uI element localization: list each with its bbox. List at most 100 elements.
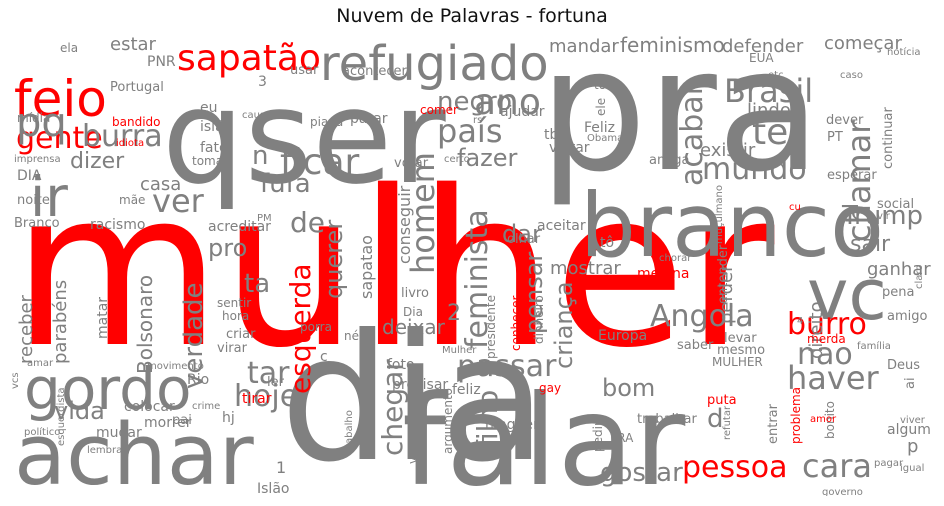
word-mulher: Mulher — [442, 345, 477, 356]
word-morrer: morrer — [144, 415, 192, 431]
word-homem: homem — [404, 152, 442, 274]
word-acontecer: acontecer — [342, 64, 408, 79]
word-caso: caso — [840, 70, 863, 81]
word-tb: tb — [544, 127, 558, 143]
word-mae: mãe — [119, 193, 145, 207]
word-pensar: pensar — [520, 252, 548, 334]
word-cloud: mulher pra dia qser falar branco achar vc gordo i… — [12, 34, 932, 496]
word-de: de — [290, 206, 325, 239]
word-fato: fato — [200, 140, 228, 156]
word-mesmo: mesmo — [717, 343, 765, 358]
word-falar: falar — [402, 369, 686, 496]
word-deus: Deus — [887, 358, 920, 373]
word-ne: né — [344, 329, 359, 343]
word-trump: Trump — [841, 201, 923, 231]
word-tar: tar — [247, 356, 290, 391]
word-saber: saber — [677, 338, 714, 353]
word-criar: criar — [226, 327, 256, 342]
word-europa: Europa — [598, 328, 647, 344]
word-lindo: lindo — [747, 100, 791, 121]
word-portugal: Portugal — [110, 80, 164, 95]
word-brasil: Brasil — [724, 72, 813, 110]
word-familia: família — [857, 340, 891, 352]
word-certo: certo — [444, 154, 470, 165]
word-pena: pena — [882, 285, 914, 300]
word-mundo: mundo — [702, 152, 807, 187]
word-rio: Rio — [187, 372, 209, 388]
word-etc: etc — [768, 70, 784, 81]
word-pai: pai — [172, 413, 192, 428]
word-acreditar: acreditar — [208, 219, 271, 235]
word-idiota: idiota — [116, 138, 144, 149]
word-gordo: gordo — [24, 355, 191, 423]
word-votar: votar — [394, 156, 429, 171]
word-estar: estar — [110, 34, 157, 55]
word-sair: sair — [850, 232, 891, 257]
word-querer: querer — [320, 220, 348, 299]
word-lembrar: lembrar — [87, 445, 127, 456]
word-achar: achar — [14, 406, 254, 496]
word-islao: Islão — [257, 481, 289, 496]
word-acabar: acabar — [675, 82, 710, 186]
word-feio: feio — [14, 70, 107, 128]
word-claro: claro — [914, 265, 925, 289]
word-ela: ela — [60, 41, 78, 55]
word-esquerda: esquerda — [284, 263, 317, 394]
word-matar: matar — [95, 297, 111, 339]
word-tirar: tirar — [242, 391, 272, 407]
word-burra: burra — [82, 119, 163, 154]
word-noticia: notícia — [887, 46, 921, 58]
word-dizer: dizer — [70, 149, 125, 174]
word-imprensa: imprensa — [14, 154, 61, 165]
word-nao: nao — [797, 337, 853, 372]
word-dia: dia — [280, 298, 547, 496]
word-qser: qser — [162, 61, 446, 213]
word-to: tô — [600, 235, 614, 251]
word-pq: pq — [16, 100, 67, 146]
word-gente: gente — [16, 121, 103, 156]
word-gostar: gostar — [600, 458, 683, 488]
word-entender: entender — [716, 244, 731, 304]
word-continuar: continuar — [881, 107, 896, 169]
word-pagar: pagar — [874, 458, 904, 469]
word-defender: defender — [722, 36, 804, 57]
word-puta: puta — [707, 393, 737, 408]
word-conseguir: conseguir — [395, 185, 414, 264]
word-dinheiro: dinheiro — [532, 295, 546, 344]
word-vida: vida — [54, 397, 105, 425]
word-verdade: verdade — [179, 282, 209, 389]
word-igual: igual — [900, 463, 924, 474]
word-2: 2 — [447, 301, 461, 326]
word-amar: amar — [27, 358, 54, 369]
word-vergonha: vergonha — [406, 407, 420, 464]
word-crime: crime — [192, 401, 220, 412]
word-haver: haver — [787, 359, 880, 397]
word-pra: pra — [539, 34, 821, 210]
word-olhar: olhar — [507, 232, 541, 247]
word-pro: pro — [208, 234, 247, 262]
word-vir: vir — [877, 211, 891, 222]
word-casa: casa — [140, 174, 181, 195]
word-refutar: refutar — [722, 405, 733, 440]
word-chegar: chegar — [376, 359, 409, 456]
word-direito: direito — [806, 301, 827, 359]
word-receber: receber — [16, 294, 37, 364]
word-feminista: feminista — [460, 209, 495, 349]
word-chorar: chorar — [659, 253, 692, 264]
word-feminismo: feminismo — [620, 34, 725, 57]
word-negro: negro — [437, 87, 512, 117]
word-virar: virar — [217, 341, 248, 356]
word-ta: ta — [244, 269, 270, 299]
word-ele: ele — [594, 98, 608, 116]
word-ganhar: ganhar — [867, 259, 931, 280]
word-governo: governo — [822, 487, 863, 496]
word-noite: noite — [17, 193, 50, 208]
word-pra: PRA — [610, 431, 634, 445]
word-porra: porra — [300, 320, 332, 334]
word-pais: país — [437, 112, 502, 150]
word-existir: existir — [700, 140, 756, 161]
word-islao: islão — [200, 119, 232, 135]
word-hj: hj — [222, 410, 235, 426]
word-pessoa: pessoa — [682, 450, 788, 485]
word-algum: algum — [887, 422, 931, 438]
